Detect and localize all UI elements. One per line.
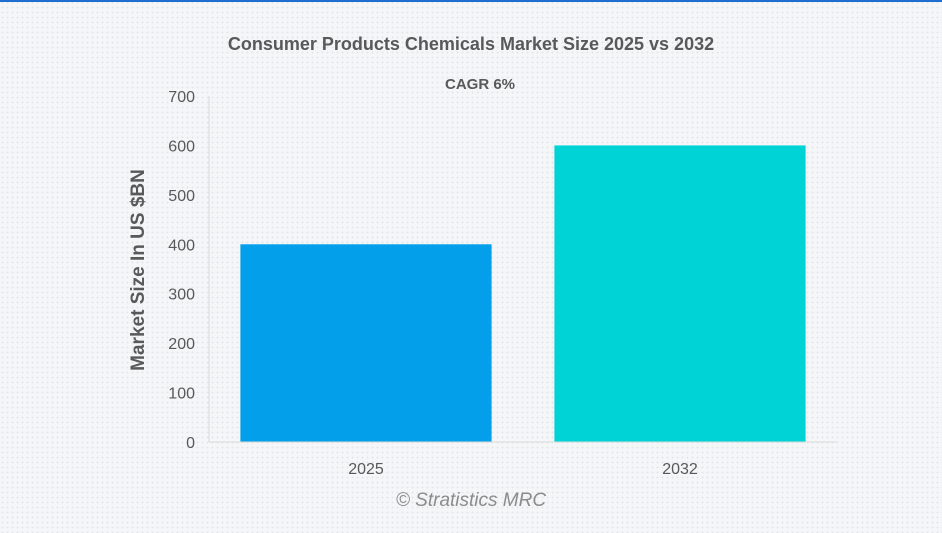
y-tick-label: 500: [168, 188, 195, 205]
x-axis-ticks: 2025 2032: [348, 461, 698, 478]
bar-2032: [554, 145, 806, 442]
watermark: © Stratistics MRC: [395, 490, 547, 511]
y-axis-ticks: 0 100 200 300 400 500 600 700: [168, 89, 195, 452]
y-tick-label: 200: [168, 336, 195, 353]
x-tick-label: 2025: [348, 461, 384, 478]
bars: [240, 145, 806, 442]
y-tick-label: 600: [168, 138, 195, 155]
chart-subtitle: CAGR 6%: [444, 76, 515, 93]
bar-2025: [240, 244, 492, 442]
y-tick-label: 100: [168, 386, 195, 403]
y-tick-label: 300: [168, 287, 195, 304]
top-accent-line: [0, 0, 942, 2]
chart-title: Consumer Products Chemicals Market Size …: [227, 34, 715, 54]
y-tick-label: 700: [168, 89, 195, 106]
y-tick-label: 0: [186, 435, 195, 452]
y-tick-label: 400: [168, 237, 195, 254]
x-tick-label: 2032: [662, 461, 698, 478]
